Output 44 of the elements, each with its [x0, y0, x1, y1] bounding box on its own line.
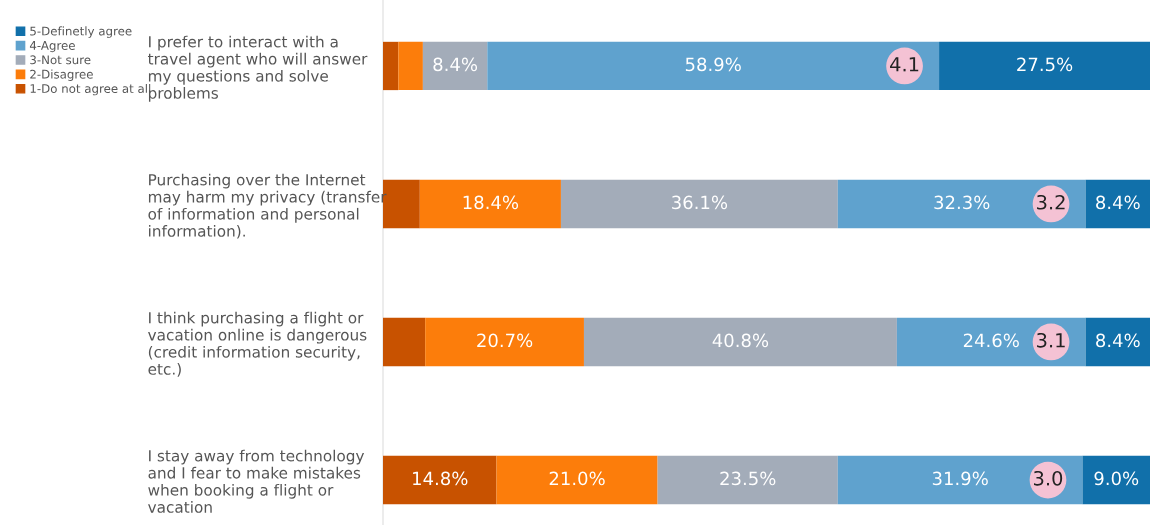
data-label: 40.8% — [712, 333, 769, 348]
data-label: 20.7% — [477, 333, 533, 348]
data-label: 31.9% — [932, 471, 988, 486]
annotation: 3.0 — [1034, 470, 1063, 486]
data-label: 24.6% — [963, 333, 1019, 348]
legend-label: 5-Definetly agree — [30, 26, 132, 38]
legend-label: 4-Agree — [29, 41, 75, 53]
bar — [487, 41, 940, 91]
bar — [583, 317, 897, 367]
bar — [837, 455, 1083, 505]
data-label: 8.4% — [433, 57, 478, 72]
bar — [419, 179, 561, 229]
bar — [496, 455, 658, 505]
legend-label: 2-Disagree — [30, 69, 93, 81]
bar — [1082, 455, 1150, 505]
data-label: 27.5% — [1017, 57, 1073, 72]
annotation: 3.1 — [1037, 332, 1065, 348]
y-tick-label: I stay away from technology and I fear to make mistakes when booking a flight or vacation — [148, 449, 365, 513]
bar — [383, 41, 399, 91]
data-label: 23.5% — [720, 471, 776, 486]
bar — [425, 317, 584, 367]
legend-label: 3-Not sure — [30, 55, 91, 65]
data-label: 58.9% — [685, 57, 741, 72]
bar — [837, 179, 1086, 229]
bar — [939, 41, 1150, 91]
bar — [422, 41, 488, 91]
bar — [398, 41, 423, 91]
bar — [383, 317, 426, 367]
data-label: 18.4% — [463, 195, 519, 210]
data-label: 14.8% — [413, 471, 468, 486]
annotation: 4.1 — [890, 57, 919, 72]
bar — [1085, 179, 1150, 229]
data-label: 8.4% — [1096, 195, 1140, 210]
data-label: 32.3% — [934, 195, 990, 210]
bar — [383, 455, 497, 505]
bar — [1085, 317, 1150, 367]
data-label: 36.1% — [672, 195, 728, 210]
data-label: 21.0% — [549, 471, 605, 486]
annotation: 3.2 — [1037, 194, 1065, 210]
y-tick-label: I think purchasing a flight or vacation online is dangerous (credit information security, etc.) — [148, 311, 367, 377]
bar — [560, 179, 838, 229]
data-label: 9.0% — [1094, 471, 1139, 486]
data-label: 8.4% — [1096, 333, 1140, 348]
bar — [657, 455, 838, 505]
